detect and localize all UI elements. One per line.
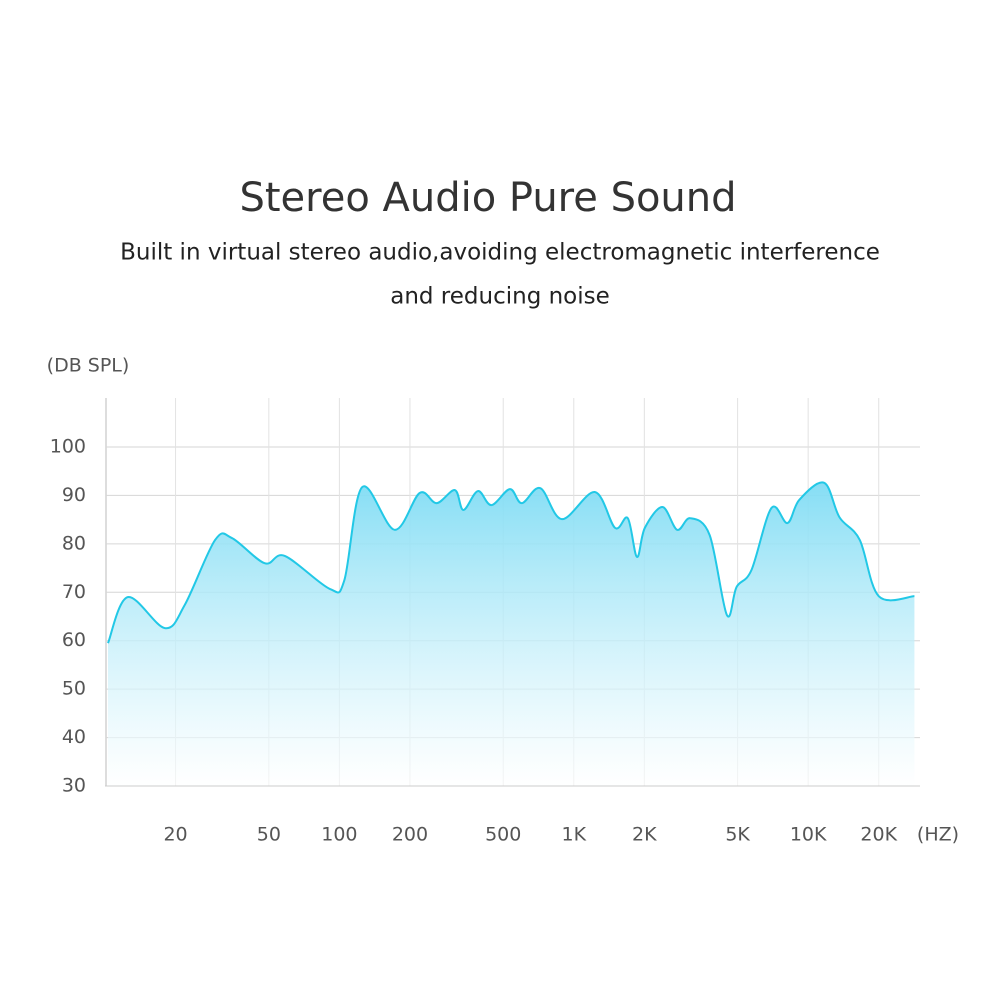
- y-tick-label: 80: [62, 532, 86, 554]
- y-tick-label: 70: [62, 581, 86, 603]
- y-tick-label: 40: [62, 726, 86, 748]
- x-tick-label: 200: [392, 824, 428, 846]
- x-tick-label: 500: [485, 824, 521, 846]
- y-tick-label: 90: [62, 484, 86, 506]
- x-tick-label: 2K: [632, 824, 657, 846]
- y-tick-label: 100: [50, 436, 86, 458]
- chart-title: Stereo Audio Pure Sound: [239, 175, 736, 221]
- x-tick-label: 100: [321, 824, 357, 846]
- x-axis-label: (HZ): [917, 824, 959, 846]
- x-tick-label: 20: [163, 824, 187, 846]
- x-tick-label: 5K: [725, 824, 750, 846]
- x-tick-label: 50: [257, 824, 281, 846]
- x-tick-label: 20K: [860, 824, 897, 846]
- y-tick-label: 50: [62, 678, 86, 700]
- area: [108, 482, 915, 786]
- y-tick-label: 60: [62, 629, 86, 651]
- subtitle: and reducing noise: [390, 284, 610, 310]
- x-tick-label: 1K: [561, 824, 586, 846]
- line: [107, 481, 915, 644]
- x-tick-label: 10K: [790, 824, 827, 846]
- subtitle: Built in virtual stereo audio,avoiding e…: [120, 240, 880, 266]
- y-tick-label: 30: [62, 775, 86, 797]
- y-axis-label: (DB SPL): [47, 355, 130, 377]
